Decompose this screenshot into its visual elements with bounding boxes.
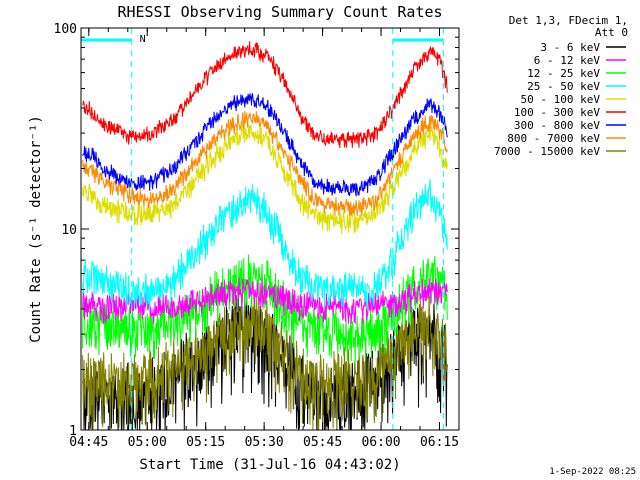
series-line-12-25-kev bbox=[82, 254, 448, 365]
legend-entry-label: 800 - 7000 keV bbox=[507, 132, 600, 145]
legend-entry-label: 3 - 6 keV bbox=[540, 41, 600, 54]
y-tick-label: 1 bbox=[69, 424, 77, 439]
series-line-100-300-kev bbox=[82, 41, 448, 149]
legend-entry-label: 6 - 12 keV bbox=[534, 54, 601, 67]
y-axis: 1 10 100 bbox=[54, 22, 459, 439]
x-axis-label: Start Time (31-Jul-16 04:43:02) bbox=[139, 457, 400, 473]
y-axis-label: Count Rate (s⁻¹ detector⁻¹) bbox=[28, 115, 44, 343]
series-line-3-6-kev bbox=[82, 291, 448, 431]
series-line-800-7000-kev bbox=[82, 111, 448, 217]
y-tick-label: 10 bbox=[61, 223, 77, 238]
series-line-25-50-kev bbox=[82, 179, 448, 309]
legend-entry-label: 50 - 100 keV bbox=[521, 93, 601, 106]
x-tick-label: 06:00 bbox=[361, 435, 400, 450]
series-line-50-100-kev bbox=[82, 122, 448, 234]
x-tick-label: 05:00 bbox=[128, 435, 167, 450]
generation-timestamp: 1-Sep-2022 08:25 bbox=[549, 467, 636, 477]
legend-entry-label: 7000 - 15000 keV bbox=[494, 145, 600, 158]
legend-entry-label: 25 - 50 keV bbox=[527, 80, 600, 93]
series-line-7000-15000-kev bbox=[82, 296, 448, 431]
legend-header-line: Att 0 bbox=[595, 26, 628, 39]
x-tick-label: 05:30 bbox=[245, 435, 284, 450]
series-line-300-800-kev bbox=[82, 93, 448, 197]
x-tick-label: 05:45 bbox=[303, 435, 342, 450]
x-tick-label: 04:45 bbox=[69, 435, 108, 450]
y-tick-label: 100 bbox=[54, 22, 77, 37]
legend-entry-label: 12 - 25 keV bbox=[527, 67, 600, 80]
series-line-6-12-kev bbox=[82, 277, 448, 325]
legend-entry-label: 100 - 300 keV bbox=[514, 106, 600, 119]
legend-entry-label: 300 - 800 keV bbox=[514, 119, 600, 132]
saa-marker-label: N bbox=[140, 34, 146, 45]
x-tick-label: 06:15 bbox=[420, 435, 459, 450]
plot-area: N bbox=[80, 28, 448, 431]
x-axis: 04:45 05:00 05:15 05:30 05:45 06:00 06:15 bbox=[69, 28, 460, 450]
x-tick-label: 05:15 bbox=[186, 435, 225, 450]
chart-title: RHESSI Observing Summary Count Rates bbox=[117, 3, 442, 21]
legend-header-line: Det 1,3, FDecim 1, bbox=[509, 14, 628, 27]
